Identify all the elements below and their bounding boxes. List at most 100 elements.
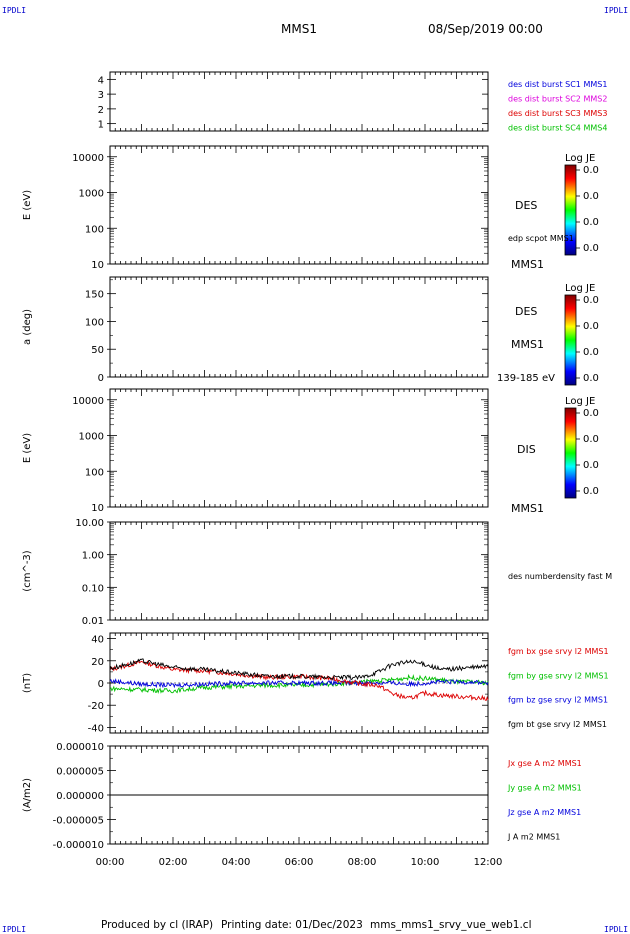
spacecraft-title: MMS1 xyxy=(281,22,317,36)
legend-current-4: J A m2 MMS1 xyxy=(507,833,560,842)
legend-fgm-bz: fgm bz gse srvy l2 MMS1 xyxy=(508,696,608,705)
legend-current-2: Jy gse A m2 MMS1 xyxy=(507,784,582,793)
x-tick-label: 02:00 xyxy=(159,857,188,868)
colorbar-label-panel-3: 0.0 xyxy=(583,295,599,306)
y-tick-label-panel-1: 4 xyxy=(98,75,104,86)
y-tick-label-panel-3: 150 xyxy=(85,290,104,301)
legend-density: des numberdensity fast M xyxy=(508,572,612,581)
panel-frame-2 xyxy=(109,145,489,265)
y-tick-label-panel-4: 1000 xyxy=(79,432,104,443)
y-tick-label-panel-1: 1 xyxy=(98,120,104,131)
colorbar-title-panel-2: Log JE xyxy=(565,153,595,164)
y-tick-label-panel-6: 0 xyxy=(98,679,104,690)
colorbar-label-panel-4: 0.0 xyxy=(583,460,599,471)
footer-produced-by: Produced by cl (IRAP) xyxy=(101,919,214,931)
y-tick-label-panel-5: 10.00 xyxy=(75,518,104,529)
panel-3-label-des: DES xyxy=(515,305,537,318)
x-tick-label: 12:00 xyxy=(474,857,503,868)
corner-mark-bottom-right: IPDLI xyxy=(604,925,629,934)
x-tick-label: 10:00 xyxy=(411,857,440,868)
y-axis-label-panel-3: a (deg) xyxy=(22,309,33,345)
y-tick-label-panel-5: 0.01 xyxy=(82,616,104,627)
panel-frame-4 xyxy=(109,388,489,508)
y-tick-label-panel-6: -20 xyxy=(88,701,104,712)
legend-burst-sc4: des dist burst SC4 MMS4 xyxy=(508,124,607,133)
panel-frame-3 xyxy=(109,276,489,378)
y-tick-label-panel-6: 20 xyxy=(91,657,104,668)
colorbar-label-panel-2: 0.0 xyxy=(583,217,599,228)
colorbar-label-panel-3: 0.0 xyxy=(583,321,599,332)
legend-fgm-bt: fgm bt gse srvy l2 MMS1 xyxy=(508,720,607,729)
datetime-title: 08/Sep/2019 00:00 xyxy=(428,22,543,36)
y-tick-label-panel-7: -0.000010 xyxy=(53,840,104,851)
y-tick-label-panel-7: 0.000010 xyxy=(56,742,104,753)
y-tick-label-panel-3: 0 xyxy=(98,373,104,384)
legend-current-3: Jz gse A m2 MMS1 xyxy=(507,808,581,817)
footer-filename: mms_mms1_srvy_vue_web1.cl xyxy=(370,919,532,931)
panel-4-label-mms1: MMS1 xyxy=(511,502,544,515)
legend-fgm-by: fgm by gse srvy l2 MMS1 xyxy=(508,671,609,680)
panel-3-label-mms1: MMS1 xyxy=(511,338,544,351)
colorbar-label-panel-2: 0.0 xyxy=(583,243,599,254)
y-tick-label-panel-5: 1.00 xyxy=(82,551,104,562)
y-tick-label-panel-6: 40 xyxy=(91,635,104,646)
corner-mark-bottom-left: IPDLI xyxy=(2,925,27,934)
colorbar-label-panel-4: 0.0 xyxy=(583,486,599,497)
y-tick-label-panel-7: 0.000000 xyxy=(56,791,104,802)
y-tick-label-panel-6: -40 xyxy=(88,723,104,734)
colorbar-panel-2 xyxy=(564,164,577,256)
y-tick-label-panel-5: 0.10 xyxy=(82,583,104,594)
x-tick-label: 06:00 xyxy=(285,857,314,868)
y-axis-label-panel-4: E (eV) xyxy=(22,433,33,463)
colorbar-title-panel-3: Log JE xyxy=(565,283,595,294)
colorbar-label-panel-3: 0.0 xyxy=(583,373,599,384)
colorbar-label-panel-4: 0.0 xyxy=(583,434,599,445)
colorbar-label-panel-2: 0.0 xyxy=(583,191,599,202)
y-tick-label-panel-3: 50 xyxy=(91,345,104,356)
x-tick-label: 04:00 xyxy=(222,857,251,868)
series-line-bz xyxy=(109,678,489,689)
x-tick-label: 00:00 xyxy=(96,857,125,868)
panel-frame-5 xyxy=(109,521,489,621)
series-line-by xyxy=(109,673,489,694)
panel-4-label-dis: DIS xyxy=(517,443,536,456)
y-tick-label-panel-7: -0.000005 xyxy=(53,816,104,827)
y-axis-label-panel-5: (cm^-3) xyxy=(22,550,33,591)
y-tick-label-panel-4: 10 xyxy=(91,503,104,514)
legend-burst-sc3: des dist burst SC3 MMS3 xyxy=(508,109,607,118)
colorbar-panel-4 xyxy=(564,407,577,499)
panel-2-label-des: DES xyxy=(515,199,537,212)
y-tick-label-panel-3: 100 xyxy=(85,317,104,328)
y-axis-label-panel-7: (A/m2) xyxy=(22,778,33,812)
y-axis-label-panel-2: E (eV) xyxy=(22,190,33,220)
legend-current-1: Jx gse A m2 MMS1 xyxy=(507,759,582,768)
legend-burst-sc1: des dist burst SC1 MMS1 xyxy=(508,80,607,89)
colorbar-title-panel-4: Log JE xyxy=(565,396,595,407)
panel-frame-1 xyxy=(109,71,489,132)
corner-mark-top-right: IPDLI xyxy=(604,6,629,15)
panel-2-label-mms1: MMS1 xyxy=(511,258,544,271)
y-axis-label-panel-6: (nT) xyxy=(22,673,33,693)
colorbar-label-panel-2: 0.0 xyxy=(583,165,599,176)
y-tick-label-panel-2: 10 xyxy=(91,260,104,271)
footer-printing-date: Printing date: 01/Dec/2023 xyxy=(221,919,363,931)
legend-burst-sc2: des dist burst SC2 MMS2 xyxy=(508,95,607,104)
legend-fgm-bx: fgm bx gse srvy l2 MMS1 xyxy=(508,647,609,656)
corner-mark-top-left: IPDLI xyxy=(2,6,27,15)
colorbar-label-panel-4: 0.0 xyxy=(583,408,599,419)
panel-2-label-scpot: edp scpot MMS1 xyxy=(508,234,574,243)
colorbar-panel-3 xyxy=(564,294,577,386)
y-tick-label-panel-4: 10000 xyxy=(72,396,104,407)
y-tick-label-panel-4: 100 xyxy=(85,467,104,478)
y-tick-label-panel-1: 2 xyxy=(98,105,104,116)
colorbar-label-panel-3: 0.0 xyxy=(583,347,599,358)
x-tick-label: 08:00 xyxy=(348,857,377,868)
y-tick-label-panel-2: 100 xyxy=(85,224,104,235)
y-tick-label-panel-1: 3 xyxy=(98,90,104,101)
series-line-bx xyxy=(109,660,489,702)
series-line-bt xyxy=(109,658,489,681)
y-tick-label-panel-7: 0.000005 xyxy=(56,767,104,778)
panel-3-label-energy-range: 139-185 eV xyxy=(497,373,555,384)
y-tick-label-panel-2: 10000 xyxy=(72,153,104,164)
